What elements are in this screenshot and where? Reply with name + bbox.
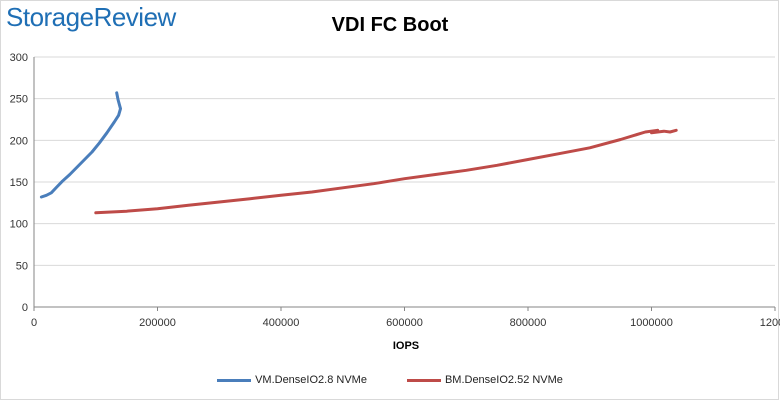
x-tick-label: 12000 — [760, 317, 780, 329]
x-tick-label: 1000000 — [630, 317, 673, 329]
series-lines — [39, 91, 678, 215]
y-tick-label: 100 — [10, 219, 28, 231]
x-tick-label: 400000 — [263, 317, 300, 329]
y-tick-label: 0 — [22, 302, 28, 314]
legend-swatch-vm — [217, 378, 252, 382]
series-line-1 — [94, 128, 678, 215]
legend-item-vm: VM.DenseIO2.8 NVMe — [217, 374, 367, 386]
y-tick-label: 150 — [10, 177, 28, 189]
legend-item-bm: BM.DenseIO2.52 NVMe — [406, 374, 563, 386]
grid-lines — [34, 56, 775, 266]
y-tick-label: 250 — [10, 94, 28, 106]
x-tick-label: 200000 — [139, 317, 176, 329]
legend-swatch-bm — [406, 378, 441, 382]
x-tick-labels: 0 200000 400000 600000 800000 1000000 12000 — [31, 317, 780, 329]
brand-logo: StorageReview — [6, 2, 176, 32]
y-tick-label: 300 — [10, 52, 28, 64]
legend: VM.DenseIO2.8 NVMe BM.DenseIO2.52 NVMe — [0, 374, 780, 386]
legend-label-bm: BM.DenseIO2.52 NVMe — [444, 374, 563, 386]
y-tick-labels: 0 50 100 150 200 250 300 — [10, 52, 28, 314]
y-tick-label: 50 — [16, 260, 28, 272]
x-tick-label: 800000 — [510, 317, 547, 329]
axes — [33, 57, 776, 311]
x-tick-label: 0 — [31, 317, 37, 329]
y-tick-label: 200 — [10, 135, 28, 147]
chart-title: VDI FC Boot — [331, 14, 449, 36]
x-axis-label: IOPS — [393, 340, 419, 352]
series-line-0 — [39, 91, 122, 199]
legend-label-vm: VM.DenseIO2.8 NVMe — [255, 374, 367, 386]
x-tick-label: 600000 — [386, 317, 423, 329]
